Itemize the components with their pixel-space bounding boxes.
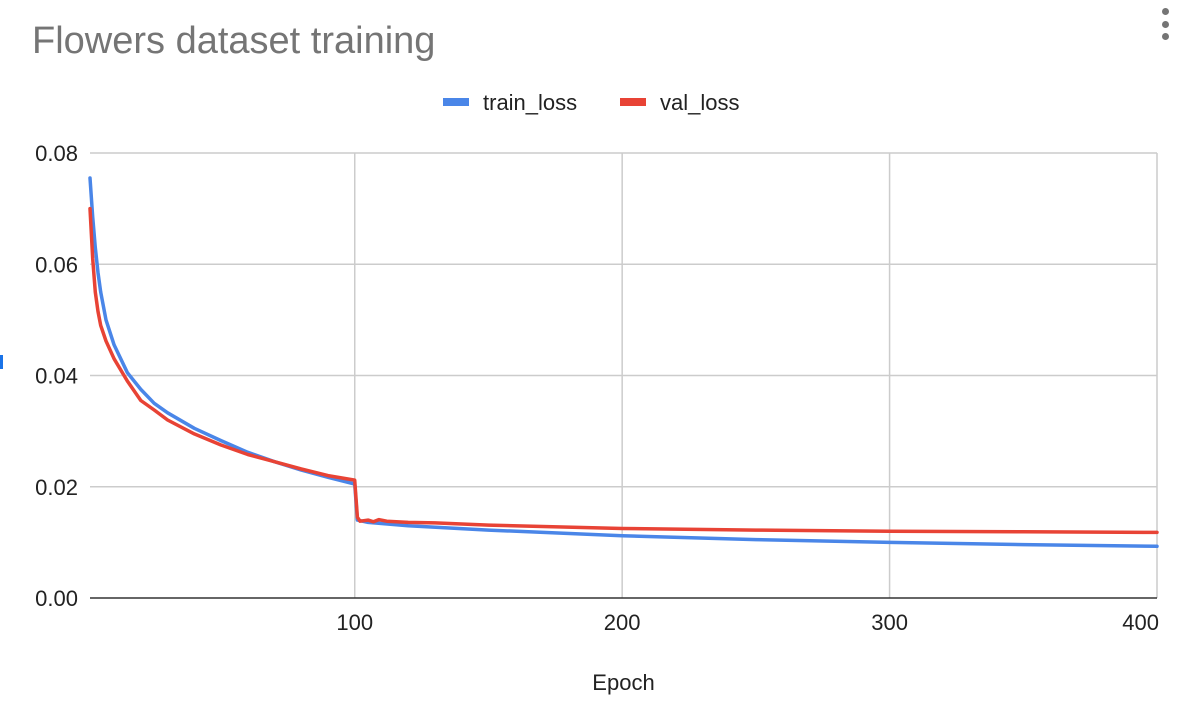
- y-tick-label: 0.04: [35, 364, 78, 389]
- y-tick-label: 0.02: [35, 475, 78, 500]
- selection-edge-marker: [0, 355, 3, 369]
- x-tick-label: 100: [336, 610, 373, 635]
- x-tick-label: 400: [1122, 610, 1159, 635]
- chart-title: Flowers dataset training: [32, 20, 436, 62]
- y-tick-label: 0.00: [35, 586, 78, 611]
- y-tick-label: 0.06: [35, 252, 78, 277]
- menu-dot: [1161, 20, 1169, 28]
- x-axis-ticks: 100 200 300 400: [336, 610, 1159, 635]
- menu-dot: [1161, 8, 1169, 15]
- legend: train_loss val_loss: [443, 90, 739, 115]
- legend-label: val_loss: [660, 90, 739, 115]
- menu-dot: [1161, 33, 1169, 40]
- legend-swatch: [443, 98, 469, 106]
- y-axis-ticks: 0.00 0.02 0.04 0.06 0.08: [35, 141, 78, 611]
- y-tick-label: 0.08: [35, 141, 78, 166]
- x-tick-label: 200: [604, 610, 641, 635]
- series-lines: [88, 176, 1159, 549]
- x-axis-label: Epoch: [592, 670, 654, 695]
- series-line-val-loss: [88, 206, 1159, 535]
- gridlines: [90, 152, 1158, 599]
- x-tick-label: 300: [871, 610, 908, 635]
- legend-swatch: [620, 98, 646, 106]
- series-line-train-loss: [88, 176, 1159, 549]
- more-options-icon[interactable]: [1154, 6, 1176, 42]
- legend-label: train_loss: [483, 90, 577, 115]
